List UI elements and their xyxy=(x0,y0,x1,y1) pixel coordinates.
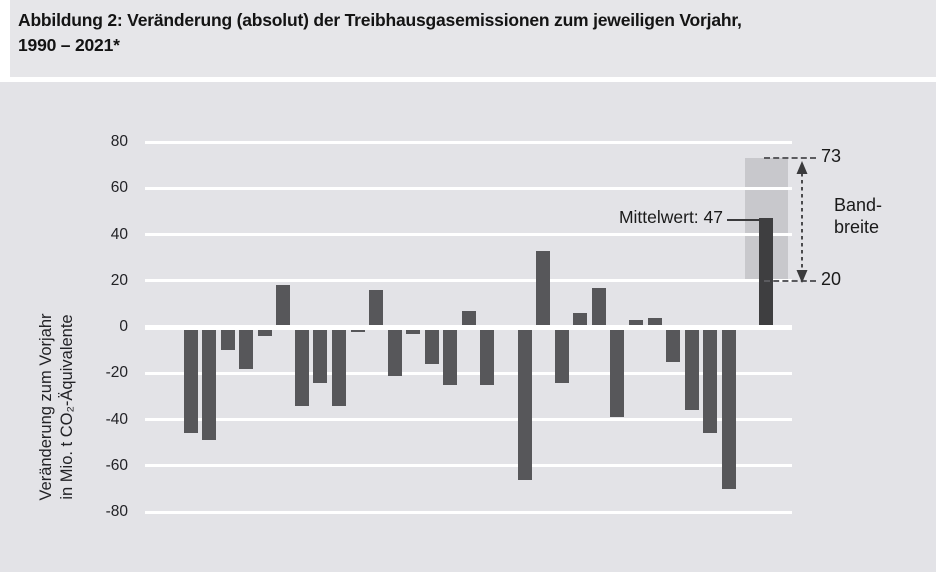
bar-2021 xyxy=(759,218,773,327)
gridline-20 xyxy=(145,279,792,283)
y-tick--20: -20 xyxy=(105,364,128,382)
bar-1996 xyxy=(276,285,291,327)
bar-2014 xyxy=(610,327,625,418)
y-axis-title-line2: in Mio. t CO₂-Äquivalente xyxy=(58,314,76,500)
bar-2009 xyxy=(517,327,532,480)
figure-title-block: Abbildung 2: Veränderung (absolut) der T… xyxy=(10,0,936,77)
y-tick--80: -80 xyxy=(105,503,128,520)
bar-2015 xyxy=(628,320,643,327)
y-axis-title-line1: Veränderung zum Vorjahr xyxy=(37,313,55,501)
bar-2019 xyxy=(703,327,718,434)
gridline-60 xyxy=(145,186,792,190)
bar-1993 xyxy=(220,327,235,351)
y-tick-40: 40 xyxy=(110,225,128,243)
bar-2003 xyxy=(406,327,421,334)
bar-1991 xyxy=(183,327,198,434)
mean-pointer-line xyxy=(727,219,760,221)
bar-2006 xyxy=(461,310,476,327)
gridline-40 xyxy=(145,233,792,236)
figure-title-line2: 1990 – 2021* xyxy=(18,35,120,55)
band-high-dash-line xyxy=(764,157,816,159)
bar-2004 xyxy=(424,327,439,364)
bandwidth-label-line2: breite xyxy=(834,217,880,237)
y-tick-20: 20 xyxy=(110,271,128,289)
y-tick--40: -40 xyxy=(105,410,128,428)
plot-area xyxy=(145,140,792,514)
zero-gridline xyxy=(145,324,792,330)
bar-1992 xyxy=(202,327,217,441)
mean-annotation-label: Mittelwert: 47 xyxy=(618,207,723,227)
bar-2012 xyxy=(573,313,588,327)
bar-2011 xyxy=(554,327,569,383)
gridline--40 xyxy=(145,418,792,421)
gridline--60 xyxy=(145,464,792,468)
bar-2016 xyxy=(647,317,662,327)
bar-1997 xyxy=(294,327,309,406)
bar-2010 xyxy=(536,250,551,327)
bandwidth-label-line1: Band- xyxy=(834,195,883,215)
y-tick--60: -60 xyxy=(105,456,128,474)
y-tick-0: 0 xyxy=(119,318,128,335)
gridline-80 xyxy=(145,140,792,144)
band-low-label: 20 xyxy=(821,269,842,289)
bandwidth-label: Band- breite xyxy=(834,194,882,238)
gridline--20 xyxy=(145,371,792,375)
band-low-dash-line xyxy=(764,280,816,282)
bar-1995 xyxy=(257,327,272,337)
y-tick-80: 80 xyxy=(110,133,128,150)
figure-title-line1: Abbildung 2: Veränderung (absolut) der T… xyxy=(18,10,742,30)
bar-2013 xyxy=(591,287,606,327)
bar-2005 xyxy=(443,327,458,385)
bar-1998 xyxy=(313,327,328,383)
bar-2018 xyxy=(684,327,699,411)
chart-panel: Veränderung zum Vorjahr in Mio. t CO₂-Äq… xyxy=(0,82,936,572)
bar-2017 xyxy=(666,327,681,362)
bar-1999 xyxy=(331,327,346,406)
bar-2007 xyxy=(480,327,495,385)
bar-1994 xyxy=(239,327,254,369)
bandwidth-double-arrow-icon xyxy=(794,160,810,289)
gridline--80 xyxy=(145,510,792,514)
y-tick-60: 60 xyxy=(110,179,128,197)
band-high-label: 73 xyxy=(821,146,842,166)
bar-2002 xyxy=(387,327,402,376)
bar-2001 xyxy=(369,290,384,327)
bar-2020 xyxy=(721,327,736,489)
